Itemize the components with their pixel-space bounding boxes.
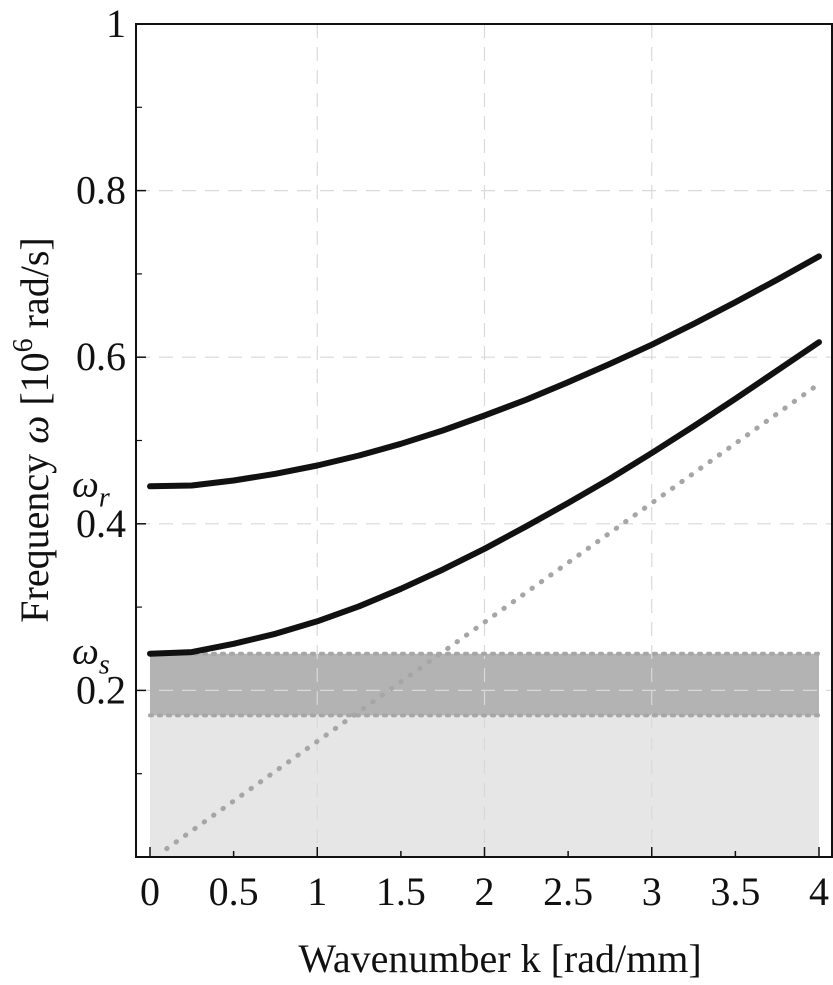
y-tick-label: 0.8 bbox=[76, 168, 126, 213]
omega-s-label: ωs bbox=[72, 631, 110, 681]
x-axis-ticks: 0 0.5 1 1.5 2 2.5 3 3.5 4 bbox=[140, 847, 829, 914]
band-edge-lines bbox=[148, 651, 821, 718]
x-tick-label: 1.5 bbox=[376, 869, 426, 914]
y-axis-ticks: 0.2 0.4 0.6 0.8 1 bbox=[76, 1, 146, 775]
y-axis-title: Frequency ω [106 rad/s] bbox=[8, 237, 57, 622]
x-tick-label: 1 bbox=[307, 869, 327, 914]
y-axis-title-suffix: rad/s] bbox=[12, 237, 57, 338]
x-tick-label: 2 bbox=[475, 869, 495, 914]
x-tick-label: 0.5 bbox=[209, 869, 259, 914]
omega-r-subscript: r bbox=[99, 482, 110, 513]
x-axis-title: Wavenumber k [rad/mm] bbox=[298, 936, 701, 981]
x-tick-label: 0 bbox=[140, 869, 160, 914]
asymptote-line bbox=[164, 381, 822, 852]
y-axis-title-mid: [10 bbox=[12, 352, 57, 415]
x-tick-label: 4 bbox=[809, 869, 829, 914]
dispersion-curves bbox=[147, 253, 822, 852]
omega-s-subscript: s bbox=[99, 650, 110, 681]
dispersion-curve-0 bbox=[147, 253, 822, 490]
x-tick-label: 3 bbox=[642, 869, 662, 914]
y-tick-label: 0.6 bbox=[76, 334, 126, 379]
y-axis-title-prefix: Frequency bbox=[12, 444, 57, 623]
x-tick-label: 2.5 bbox=[543, 869, 593, 914]
grid-lines bbox=[136, 24, 832, 857]
omega-s-base: ω bbox=[72, 631, 99, 673]
y-axis-title-exponent: 6 bbox=[8, 338, 39, 352]
x-tick-label: 3.5 bbox=[710, 869, 760, 914]
frequency-bands bbox=[150, 653, 819, 857]
y-tick-label: 1 bbox=[106, 1, 126, 46]
omega-r-base: ω bbox=[72, 463, 99, 505]
dispersion-curve-1 bbox=[147, 339, 822, 657]
band-1 bbox=[150, 653, 819, 716]
y-tick-label: 0.4 bbox=[76, 501, 126, 546]
y-tick-label: 0.2 bbox=[76, 667, 126, 712]
omega-r-label: ωr bbox=[72, 463, 110, 513]
y-axis-title-symbol: ω bbox=[12, 416, 57, 444]
